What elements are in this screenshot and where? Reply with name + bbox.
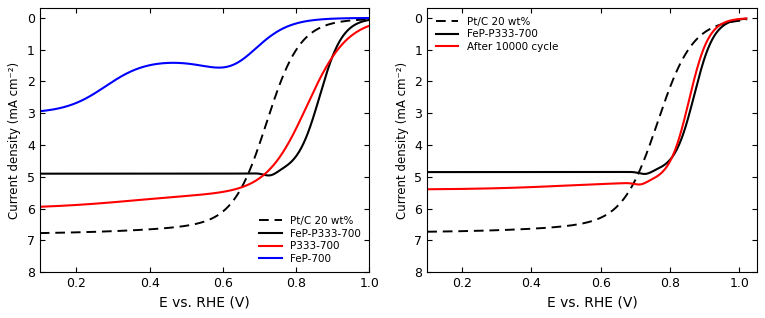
Y-axis label: Current density (mA cm⁻²): Current density (mA cm⁻²) xyxy=(396,62,409,219)
X-axis label: E vs. RHE (V): E vs. RHE (V) xyxy=(546,296,637,310)
Legend: Pt/C 20 wt%, FeP-P333-700, After 10000 cycle: Pt/C 20 wt%, FeP-P333-700, After 10000 c… xyxy=(432,14,562,55)
X-axis label: E vs. RHE (V): E vs. RHE (V) xyxy=(159,296,250,310)
Y-axis label: Current density (mA cm⁻²): Current density (mA cm⁻²) xyxy=(8,62,21,219)
Legend: Pt/C 20 wt%, FeP-P333-700, P333-700, FeP-700: Pt/C 20 wt%, FeP-P333-700, P333-700, FeP… xyxy=(256,213,364,267)
